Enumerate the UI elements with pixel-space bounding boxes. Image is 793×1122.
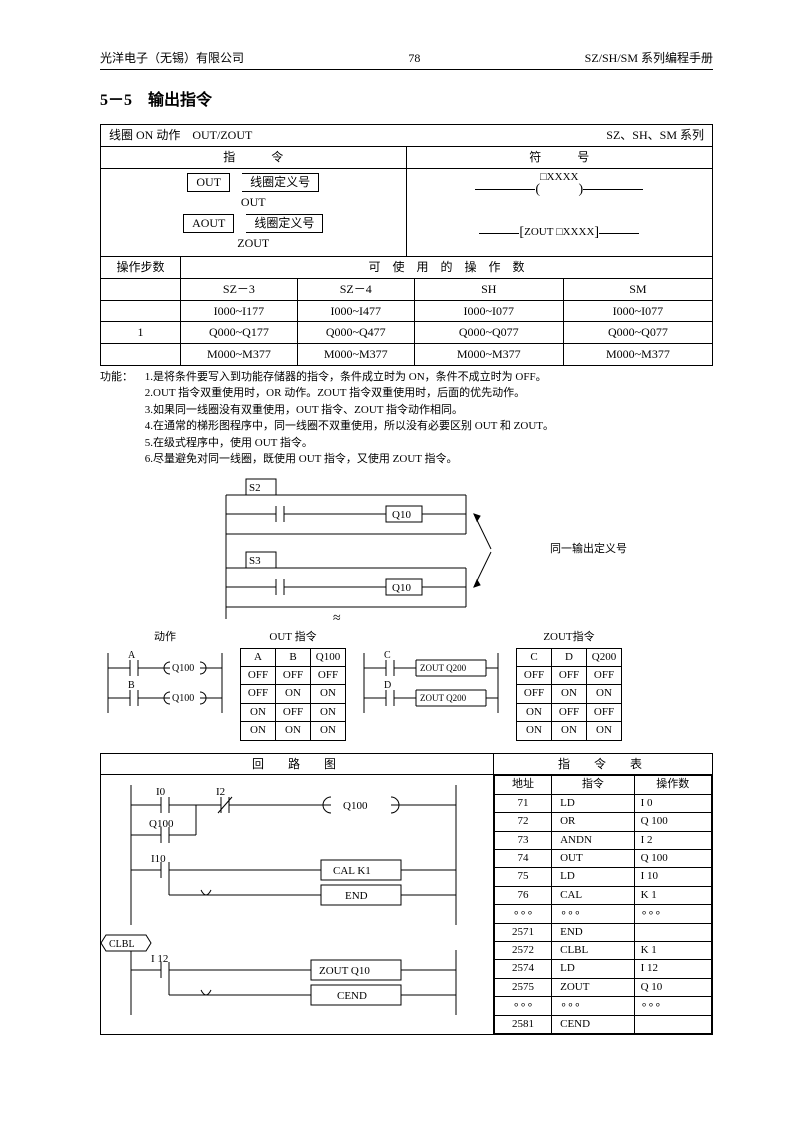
page: 光洋电子（无锡）有限公司 78 SZ/SH/SM 系列编程手册 5－5 输出指令… <box>0 0 793 1122</box>
svg-text:Q100: Q100 <box>172 693 194 704</box>
svg-text:Q10: Q10 <box>392 582 411 594</box>
ops-label: 操作步数 <box>101 257 181 278</box>
header-right: SZ/SH/SM 系列编程手册 <box>585 50 713 67</box>
svg-text:B: B <box>128 680 135 691</box>
zout-truth-table: CDQ200OFFOFFOFFOFFONONONOFFOFFONONON <box>516 648 622 741</box>
func-list: 1.是将条件要写入到功能存储器的指令，条件成立时为 ON，条件不成立时为 OFF… <box>145 370 554 468</box>
symbol-zout-label: ZOUT □XXXX <box>524 225 594 240</box>
box-title-left: 线圈 ON 动作 OUT/ZOUT <box>109 127 252 144</box>
act-label: 动作 <box>100 630 230 645</box>
out-under: OUT <box>241 194 266 211</box>
svg-text:CEND: CEND <box>337 990 367 1002</box>
header-page-number: 78 <box>408 50 420 67</box>
svg-text:Q100: Q100 <box>343 800 368 812</box>
ops-title: 可 使 用 的 操 作 数 <box>181 257 712 278</box>
svg-text:S2: S2 <box>249 482 261 494</box>
bottom-box: 回 路 图 <box>100 753 713 1035</box>
page-header: 光洋电子（无锡）有限公司 78 SZ/SH/SM 系列编程手册 <box>100 50 713 70</box>
svg-text:A: A <box>128 650 136 661</box>
col-symbol: 符 号 <box>407 147 713 168</box>
svg-text:I0: I0 <box>156 786 166 798</box>
instruction-box: 线圈 ON 动作 OUT/ZOUT SZ、SH、SM 系列 指 令 符 号 OU… <box>100 124 713 366</box>
section-title: 5－5 输出指令 <box>100 90 713 112</box>
ops-header-row: SZ－3 SZ－4 SH SM <box>101 279 712 301</box>
out-arg: 线圈定义号 <box>242 173 319 192</box>
ops-col-sm: SM <box>564 279 712 300</box>
out-table-title: OUT 指令 <box>240 630 346 645</box>
instruction-table-panel: 指 令 表 地址指令操作数71LDI 072ORQ 10073ANDNI 274… <box>494 754 712 1034</box>
svg-text:ZOUT Q200: ZOUT Q200 <box>420 663 467 673</box>
act-ladder: A B Q100 Q100 <box>100 648 230 718</box>
svg-text:CAL K1: CAL K1 <box>333 865 371 877</box>
box-title-right: SZ、SH、SM 系列 <box>606 127 704 144</box>
instruction-table: 地址指令操作数71LDI 072ORQ 10073ANDNI 274OUTQ 1… <box>494 775 712 1033</box>
func-label: 功能： <box>100 370 142 385</box>
ops-col-sh: SH <box>415 279 564 300</box>
function-notes: 功能： 1.是将条件要写入到功能存储器的指令，条件成立时为 ON，条件不成立时为… <box>100 370 713 468</box>
ladder1-svg: S2 S3 Q10 Q10 ≈ <box>186 474 546 624</box>
aout-arg: 线圈定义号 <box>246 214 323 233</box>
instr-table-title: 指 令 表 <box>494 754 712 776</box>
aout-pill: AOUT <box>183 214 234 233</box>
circuit-diagram-panel: 回 路 图 <box>101 754 494 1034</box>
box-title-row: 线圈 ON 动作 OUT/ZOUT SZ、SH、SM 系列 <box>101 125 712 147</box>
out-pill: OUT <box>187 173 230 192</box>
svg-text:C: C <box>384 650 391 661</box>
out-truth-table: ABQ100OFFOFFOFFOFFONONONOFFONONONON <box>240 648 346 741</box>
symbol-out-label: □XXXX <box>540 170 578 185</box>
svg-text:D: D <box>384 680 391 691</box>
svg-text:Q100: Q100 <box>149 818 174 830</box>
zout-table-title: ZOUT指令 <box>516 630 622 645</box>
svg-text:Q10: Q10 <box>392 509 411 521</box>
header-left: 光洋电子（无锡）有限公司 <box>100 50 244 67</box>
ladder1-note: 同一输出定义号 <box>550 542 627 557</box>
svg-text:END: END <box>345 890 368 902</box>
symbol-zout: [ ZOUT □XXXX ] <box>479 223 639 243</box>
ops-col-sz3: SZ－3 <box>181 279 298 300</box>
ops-body: I000~I177I000~I477I000~I077I000~I0771Q00… <box>101 301 712 365</box>
ops-col-sz4: SZ－4 <box>298 279 415 300</box>
svg-text:I2: I2 <box>216 786 225 798</box>
ops-rowspan <box>101 279 181 300</box>
svg-text:≈: ≈ <box>333 611 341 624</box>
zout-ladder: C D ZOUT Q200 ZOUT Q200 <box>356 648 506 718</box>
col-instruction: 指 令 <box>101 147 407 168</box>
svg-text:S3: S3 <box>249 555 261 567</box>
svg-text:ZOUT Q200: ZOUT Q200 <box>420 693 467 703</box>
svg-text:I 12: I 12 <box>151 953 168 965</box>
svg-text:Q100: Q100 <box>172 663 194 674</box>
svg-text:I10: I10 <box>151 853 166 865</box>
svg-text:ZOUT Q10: ZOUT Q10 <box>319 965 370 977</box>
comparison-row: 动作 A B Q100 Q100 OUT 指令 ABQ100OFFOFFOFFO… <box>100 630 713 740</box>
ladder-diagram-1: S2 S3 Q10 Q10 ≈ 同一输出定义号 <box>100 474 713 624</box>
zout-under: ZOUT <box>237 235 269 252</box>
circuit-title: 回 路 图 <box>101 754 493 776</box>
svg-text:CLBL: CLBL <box>109 939 135 950</box>
symbol-out: ( □XXXX ) <box>475 180 643 200</box>
circuit-svg: I0 I2 Q100 Q100 I10 CAL K1 END CLBL I 12… <box>101 775 481 1025</box>
